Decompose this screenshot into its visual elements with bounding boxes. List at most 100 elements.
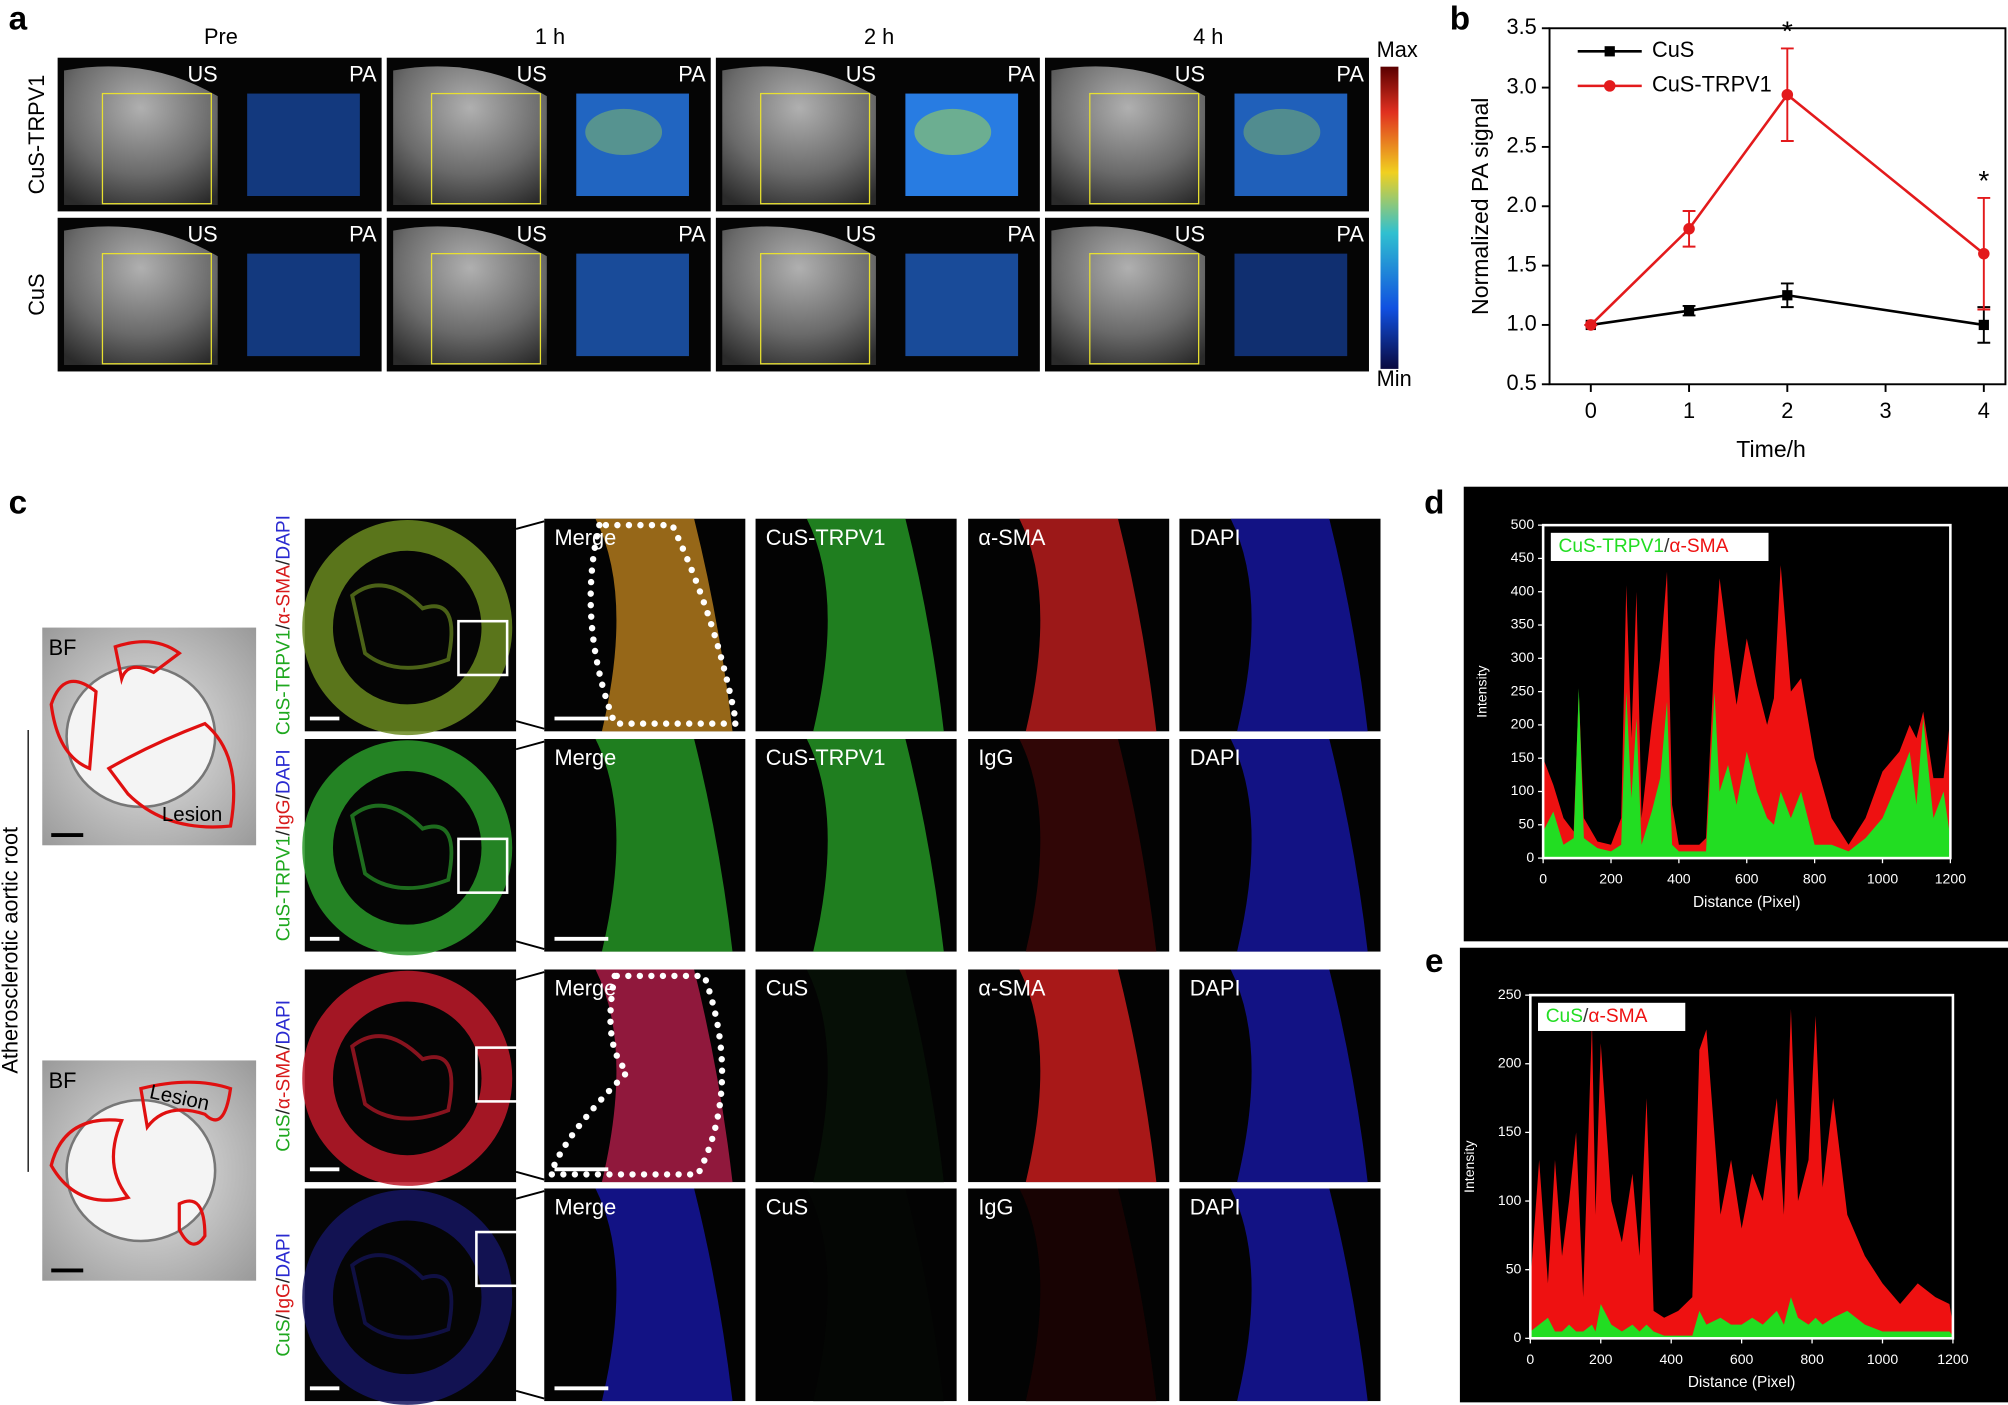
- legend-box: [1550, 532, 1769, 561]
- mode-label: PA: [349, 61, 377, 86]
- x-axis-label: Distance (Pixel): [1693, 894, 1801, 911]
- zoom-connector: [515, 1190, 545, 1200]
- stain-part: /: [273, 1313, 294, 1319]
- column-header: Pre: [204, 24, 238, 49]
- legend-separator: /: [1664, 536, 1670, 557]
- stain-part: IgG: [273, 799, 294, 830]
- mode-label: US: [517, 221, 547, 246]
- tissue-signal: [806, 1188, 944, 1402]
- channel-label: IgG: [978, 745, 1013, 770]
- intensity-area: [1543, 565, 1951, 859]
- x-tick-label: 400: [1659, 1351, 1683, 1367]
- row-label: CuS: [24, 273, 49, 315]
- tissue-ring: [302, 970, 513, 1186]
- us-image: [64, 66, 218, 205]
- tissue-signal: [595, 1188, 733, 1402]
- tissue-signal: [1019, 518, 1157, 732]
- marker: [1683, 305, 1695, 316]
- tissue-signal: [806, 738, 944, 952]
- x-tick-label: 800: [1803, 871, 1827, 887]
- channel-label: α-SMA: [978, 525, 1045, 550]
- stain-part: α-SMA: [273, 1050, 294, 1109]
- pa-image: [247, 93, 360, 197]
- pa-image: [576, 253, 689, 357]
- tissue-signal: [1019, 738, 1157, 952]
- pa-signal: [905, 253, 1019, 357]
- mode-label: US: [1175, 61, 1205, 86]
- x-tick-label: 0: [1526, 1351, 1534, 1367]
- x-axis-label: Time/h: [1736, 436, 1806, 462]
- series-line: [1590, 293, 1985, 327]
- channel-label: DAPI: [1190, 1195, 1241, 1220]
- channel-label: CuS-TRPV1: [766, 745, 886, 770]
- y-tick-label: 100: [1511, 782, 1535, 798]
- x-axis-label: Distance (Pixel): [1688, 1374, 1796, 1391]
- x-tick-label: 2: [1781, 398, 1793, 423]
- stain-label: CuS-TRPV1/α-SMA/DAPI: [273, 515, 294, 735]
- marker: [1782, 290, 1793, 301]
- zoom-box: [457, 619, 509, 677]
- y-tick-label: 100: [1498, 1192, 1522, 1208]
- legend-marker: [1604, 46, 1615, 57]
- y-tick-label: 200: [1498, 1054, 1522, 1070]
- legend-label: CuS-TRPV1: [1652, 72, 1772, 97]
- tissue-signal: [1019, 1188, 1157, 1402]
- legend-entry: α-SMA: [1669, 536, 1728, 557]
- y-tick-label: 450: [1511, 549, 1535, 565]
- roi-box: [430, 92, 542, 205]
- tissue-signal: [806, 969, 944, 1183]
- y-tick-label: 3.5: [1506, 14, 1536, 39]
- legend-entry: CuS-TRPV1: [1559, 536, 1665, 557]
- channel-label: α-SMA: [978, 976, 1045, 1001]
- us-image: [64, 226, 218, 366]
- panel-label: c: [9, 484, 28, 521]
- y-tick-label: 1.5: [1506, 251, 1536, 276]
- row-label: CuS-TRPV1: [24, 75, 49, 195]
- marker: [1978, 319, 1989, 331]
- y-tick-label: 2.0: [1506, 192, 1536, 217]
- stain-part: CuS: [273, 1319, 294, 1356]
- mode-label: US: [846, 221, 876, 246]
- stain-part: DAPI: [273, 515, 294, 560]
- stain-part: CuS-TRPV1: [273, 836, 294, 942]
- stain-part: DAPI: [273, 1000, 294, 1045]
- pa-signal: [1234, 253, 1348, 357]
- colorbar: [1380, 66, 1399, 369]
- legend-entry: α-SMA: [1588, 1006, 1647, 1027]
- pa-hotspot: [1243, 108, 1321, 156]
- legend-marker: [1603, 80, 1616, 92]
- x-tick-label: 1200: [1935, 871, 1966, 887]
- mode-label: US: [187, 61, 217, 86]
- stain-part: /: [273, 1277, 294, 1283]
- x-tick-label: 200: [1599, 871, 1623, 887]
- channel-label: Merge: [555, 1195, 617, 1220]
- stain-part: /: [273, 793, 294, 799]
- side-label: Atherosclerotic aortic root: [0, 827, 22, 1074]
- stain-part: /: [273, 1108, 294, 1114]
- roi-box: [101, 253, 212, 365]
- stain-part: /: [273, 1044, 294, 1050]
- mode-label: US: [846, 61, 876, 86]
- zoom-connector: [515, 520, 545, 530]
- lumen-edge: [350, 1034, 454, 1121]
- pa-signal: [576, 93, 689, 197]
- channel-label: Merge: [555, 976, 617, 1001]
- x-tick-label: 600: [1730, 1351, 1754, 1367]
- us-image: [1051, 66, 1206, 205]
- panel-label: d: [1424, 484, 1444, 521]
- marker: [1683, 223, 1695, 235]
- pa-signal: [576, 253, 689, 357]
- marker: [1781, 88, 1794, 101]
- roi-box: [760, 92, 871, 205]
- pa-signal: [1234, 93, 1348, 197]
- stain-part: DAPI: [273, 1233, 294, 1278]
- channel-label: DAPI: [1190, 525, 1241, 550]
- legend-label: CuS/α-SMA: [1546, 1006, 1648, 1027]
- tissue-signal: [595, 518, 733, 732]
- lesion-label: Lesion: [162, 803, 222, 826]
- stain-part: DAPI: [273, 749, 294, 794]
- y-tick-label: 150: [1498, 1123, 1522, 1139]
- mode-label: PA: [678, 61, 706, 86]
- region-outline: [546, 972, 726, 1178]
